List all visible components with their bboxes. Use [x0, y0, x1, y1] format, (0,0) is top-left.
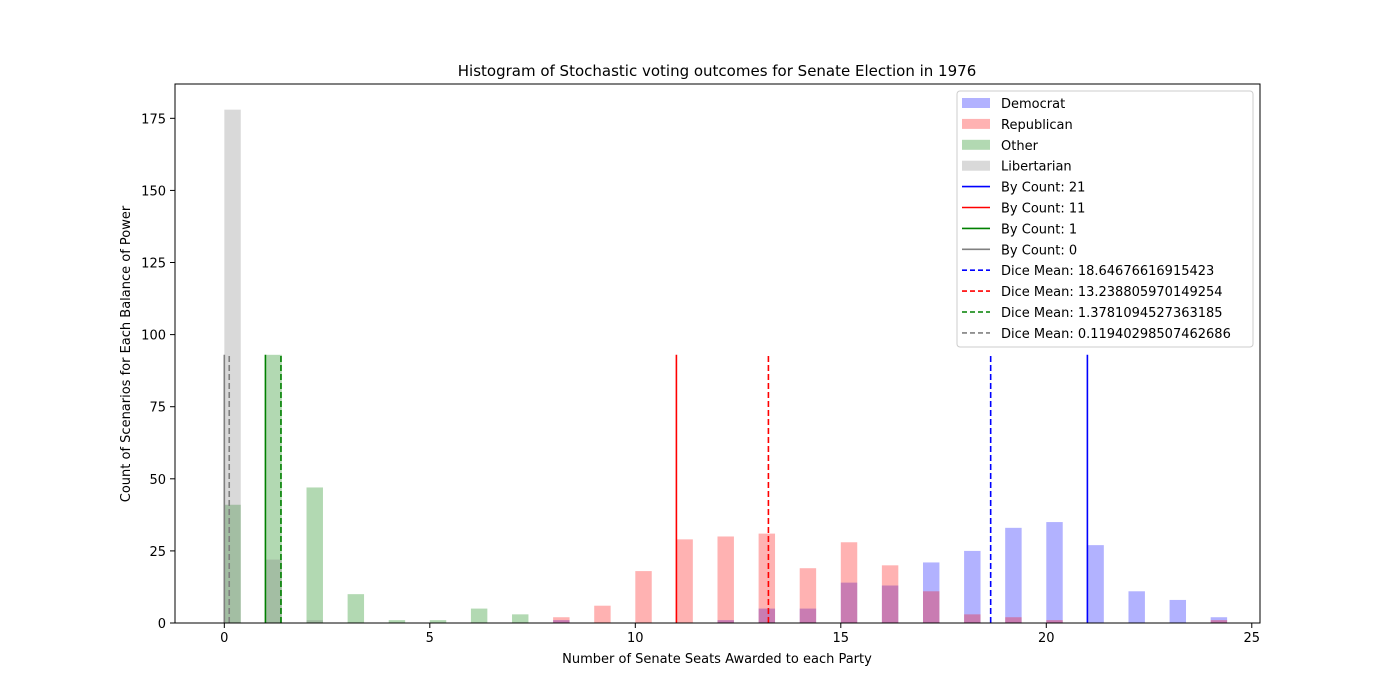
republican-bar — [1046, 620, 1063, 623]
democrat-bar — [1128, 591, 1145, 623]
other-bar — [470, 608, 488, 623]
other-bar — [347, 594, 365, 623]
other-bar — [306, 487, 323, 623]
republican-bar — [881, 565, 899, 623]
y-tick-label: 150 — [141, 184, 166, 199]
legend-swatch-republican — [962, 118, 990, 129]
democrat-bar — [717, 620, 734, 623]
republican-bar — [635, 571, 652, 623]
democrat-bar — [553, 620, 570, 623]
legend-label: By Count: 0 — [1001, 243, 1077, 258]
y-tick-label: 125 — [141, 257, 166, 272]
republican-bar — [553, 617, 570, 623]
republican-bar — [594, 605, 611, 623]
x-axis-label: Number of Senate Seats Awarded to each P… — [562, 652, 872, 667]
democrat-bar — [1210, 617, 1228, 623]
legend-label: Republican — [1001, 118, 1073, 133]
republican-bar — [840, 542, 858, 623]
republican-bar — [799, 568, 817, 623]
republican-bar — [1210, 620, 1228, 623]
libertarian-bar — [224, 109, 241, 624]
x-tick-label: 20 — [1038, 631, 1055, 646]
y-tick-label: 0 — [158, 617, 166, 632]
other-bar — [388, 620, 406, 623]
y-tick-label: 175 — [141, 112, 166, 127]
legend-label: Dice Mean: 13.238805970149254 — [1001, 285, 1223, 300]
legend-label: Dice Mean: 18.64676616915423 — [1001, 264, 1214, 279]
democrat-bar — [1087, 545, 1104, 623]
x-tick-label: 0 — [220, 631, 228, 646]
legend-swatch-libertarian — [962, 160, 990, 171]
legend-swatch-democrat — [962, 98, 990, 108]
reference-lines-layer — [223, 354, 1089, 623]
democrat-bar — [1169, 599, 1187, 623]
legend-label: By Count: 21 — [1001, 181, 1085, 196]
republican-bar — [964, 614, 981, 623]
x-tick-label: 15 — [833, 631, 850, 646]
democrat-bar — [758, 608, 776, 623]
x-tick-label: 25 — [1244, 631, 1261, 646]
other-bar — [265, 354, 282, 623]
legend-label: Dice Mean: 1.3781094527363185 — [1001, 306, 1223, 321]
x-tick-label: 10 — [627, 631, 644, 646]
x-axis-ticks: 0 5 10 15 20 25 — [220, 623, 1260, 646]
republican-bar — [676, 539, 693, 623]
democrat-bar — [1005, 527, 1022, 623]
democrat-bar — [881, 585, 899, 623]
democrat-bar — [922, 562, 940, 623]
y-tick-label: 25 — [149, 545, 166, 560]
republican-bar — [922, 591, 940, 623]
y-tick-label: 100 — [141, 329, 166, 344]
legend: Democrat Republican Other Libertarian By Cou… — [956, 90, 1254, 348]
legend-label: By Count: 1 — [1001, 222, 1077, 237]
democrat-bar — [964, 550, 981, 623]
other-bar — [512, 614, 529, 623]
y-axis-ticks: 0 25 50 75 100 125 150 175 — [141, 112, 175, 632]
legend-label: Dice Mean: 0.11940298507462686 — [1001, 327, 1231, 342]
democrat-bar — [1046, 522, 1063, 623]
other-bar — [429, 620, 447, 623]
libertarian-bar — [306, 620, 323, 623]
democrat-bar — [799, 608, 817, 623]
y-tick-label: 75 — [149, 401, 166, 416]
libertarian-bar — [265, 559, 282, 623]
democrat-bar — [840, 582, 858, 623]
plot-frame — [174, 83, 1261, 624]
legend-label: Democrat — [1001, 97, 1065, 112]
republican-bar — [717, 536, 734, 623]
legend-label: Other — [1001, 139, 1039, 154]
legend-label: Libertarian — [1001, 160, 1072, 175]
legend-swatch-other — [962, 139, 990, 150]
chart-title: Histogram of Stochastic voting outcomes … — [458, 62, 976, 80]
y-axis-label: Count of Scenarios for Each Balance of P… — [119, 205, 134, 502]
republican-bar — [758, 533, 776, 623]
legend-box — [956, 90, 1254, 348]
x-tick-label: 5 — [426, 631, 434, 646]
legend-label: By Count: 11 — [1001, 202, 1085, 217]
y-tick-label: 50 — [149, 473, 166, 488]
republican-bar — [1005, 617, 1022, 623]
